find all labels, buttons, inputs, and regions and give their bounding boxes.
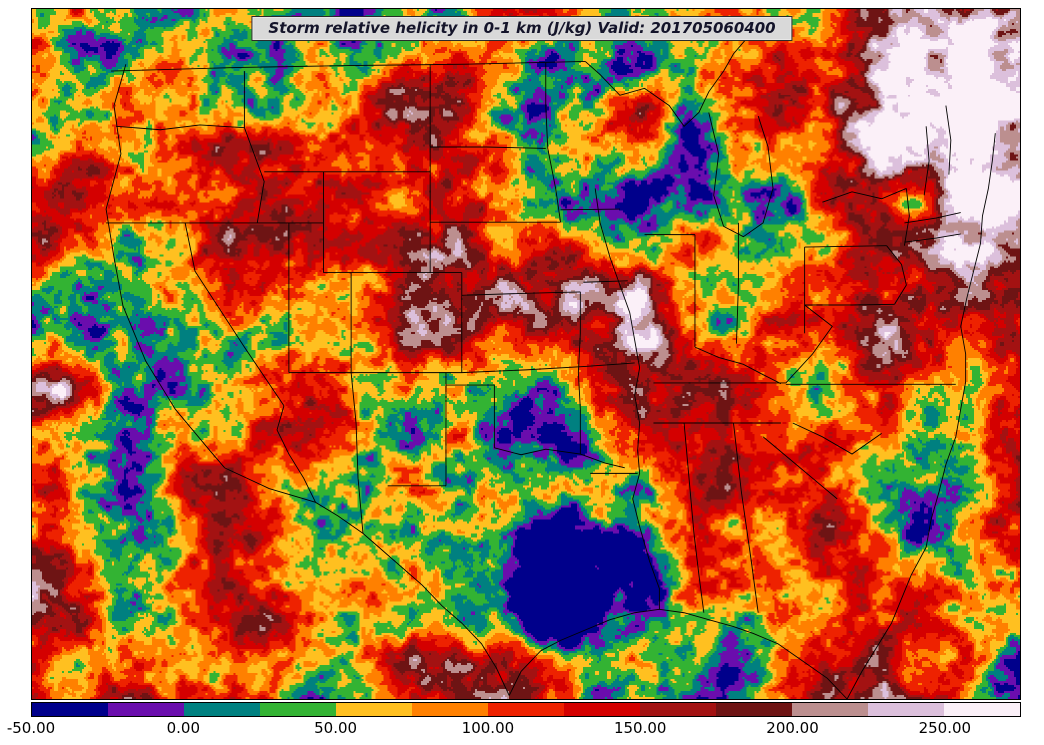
colorbar [31, 702, 1021, 717]
colorbar-segment [944, 703, 1020, 716]
map-area [31, 8, 1021, 700]
colorbar-tick-label: 200.00 [766, 719, 819, 737]
colorbar-segment [336, 703, 412, 716]
colorbar-segment [792, 703, 868, 716]
helicity-field-canvas [32, 9, 1020, 699]
colorbar-tick-label: 100.00 [461, 719, 515, 737]
colorbar-segment [412, 703, 488, 716]
colorbar-tick-label: 0.00 [166, 719, 200, 737]
colorbar-segment [184, 703, 260, 716]
colorbar-tick-label: 250.00 [918, 719, 972, 737]
colorbar-segment [716, 703, 792, 716]
colorbar-tick-label: 150.00 [613, 719, 667, 737]
colorbar-segment [32, 703, 108, 716]
colorbar-segment [564, 703, 640, 716]
colorbar-segment [868, 703, 944, 716]
colorbar-segment [108, 703, 184, 716]
colorbar-tick-label: -50.00 [6, 719, 56, 737]
colorbar-segment [260, 703, 336, 716]
plot-title: Storm relative helicity in 0-1 km (J/kg)… [251, 16, 793, 41]
colorbar-tick-label: 50.00 [314, 719, 358, 737]
colorbar-segment [640, 703, 716, 716]
colorbar-segment [488, 703, 564, 716]
colorbar-tick-labels: -50.00 0.00 50.00 100.00 150.00 200.00 250.00 [7, 719, 1021, 739]
